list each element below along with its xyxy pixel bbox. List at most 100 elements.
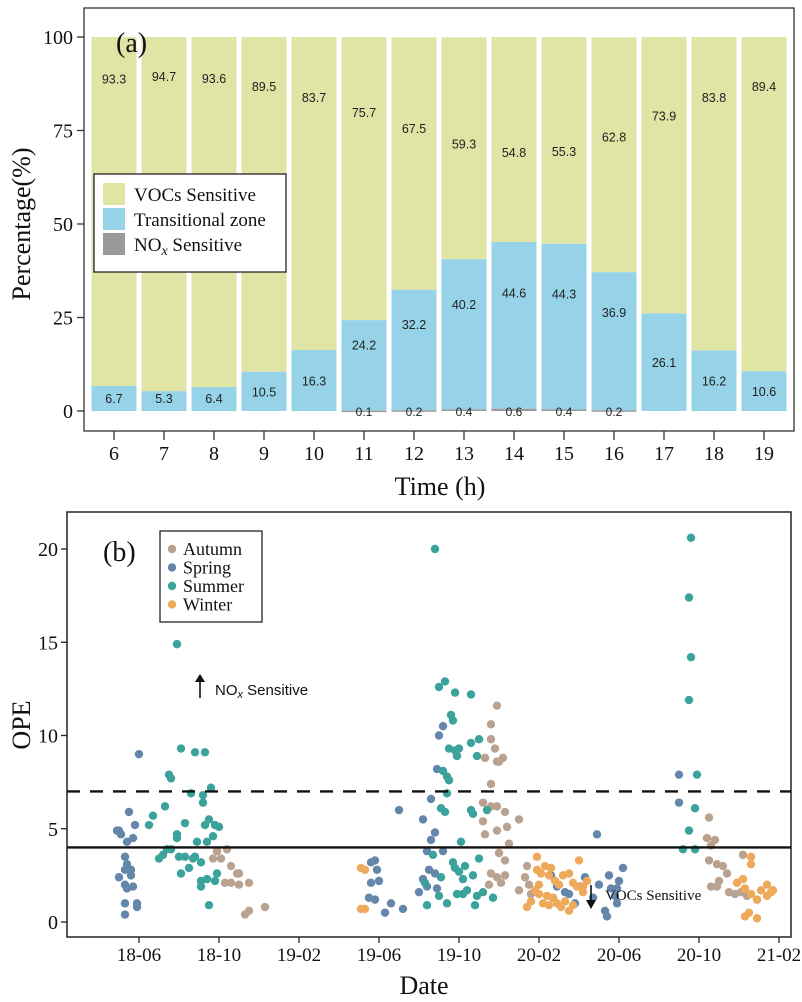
bar-label-vocs: 73.9 [652,110,676,124]
point-spring [370,856,380,865]
panel-b-label: (b) [103,537,136,568]
point-winter [522,902,532,912]
point-summer [690,804,700,813]
point-spring [430,869,440,878]
panel-a-x-axis: 6 7 8 9 10 11 12 13 14 15 16 17 18 19 [109,431,774,465]
point-spring [366,878,376,888]
bar-vocs-sensitive [491,37,537,242]
x-tick-label: 11 [354,443,373,465]
point-autumn [486,720,496,729]
point-autumn [484,880,494,889]
x-tick-label: 19 [754,443,774,465]
bar-vocs-sensitive [641,37,687,314]
x-tick-label: 7 [159,443,169,465]
point-summer [440,677,450,686]
bar-label-vocs: 59.3 [452,137,476,151]
point-autumn [226,878,236,888]
point-summer [198,790,208,800]
point-summer [174,852,184,861]
bar-transitional-zone [741,371,787,411]
point-autumn [718,861,728,871]
point-spring [438,721,448,731]
y-tick-label: 50 [53,214,73,236]
point-spring [422,846,432,856]
point-summer [148,811,158,820]
x-tick-label: 18-06 [117,945,161,966]
y-tick-label: 5 [48,819,58,841]
bar-label-transitional: 44.6 [502,287,526,301]
point-summer [442,899,452,908]
point-winter [356,863,366,873]
bar-label-transitional: 40.2 [452,298,476,312]
bar-transitional-zone [191,387,237,411]
point-autumn [714,876,724,886]
point-spring [130,820,140,830]
bar-nox-sensitive [441,409,487,412]
bar-label-vocs: 94.7 [152,70,176,84]
point-autumn [486,779,496,789]
x-tick-label: 21-02 [757,945,801,966]
panel-a-y-axis-title: Percentage(%) [7,147,36,300]
point-winter [568,901,578,910]
point-summer [204,901,214,910]
legend-label-summer: Summer [183,576,244,596]
point-summer [684,593,694,602]
bar-label-nox: 0.2 [406,405,423,419]
bar-nox-sensitive [341,410,387,413]
bar-label-vocs: 83.8 [702,91,726,105]
point-summer [434,682,444,692]
point-summer [202,837,212,847]
point-summer [478,887,488,897]
point-summer [452,751,462,761]
point-spring [372,865,382,874]
y-tick-label: 15 [38,632,58,654]
x-tick-label: 18-10 [197,945,241,966]
point-spring [674,798,684,807]
bar-label-transitional: 10.6 [752,385,776,399]
point-summer [160,802,170,811]
x-tick-label: 18 [704,443,724,465]
bar-transitional-zone [91,385,137,411]
point-winter [732,878,742,888]
point-spring [430,828,440,837]
point-winter [574,856,584,865]
point-winter [752,895,762,904]
point-autumn [738,850,748,860]
legend-label-transitional: Transitional zone [134,210,266,231]
point-spring [134,749,144,759]
bar-transitional-zone [341,320,387,411]
bar-label-nox: 0.4 [456,405,473,419]
bar-label-transitional: 24.2 [352,338,376,352]
point-winter [544,871,554,880]
bar-transitional-zone [441,259,487,410]
point-summer [692,770,702,779]
panel-a-x-axis-title: Time (h) [395,472,486,501]
point-autumn [486,869,496,878]
point-winter [534,889,544,899]
point-autumn [702,833,712,843]
point-autumn [722,869,732,878]
arrow-up-head-icon [195,674,205,682]
point-autumn [234,869,244,878]
point-spring [432,884,442,893]
legend-swatch-vocs [103,183,125,205]
point-autumn [234,880,244,889]
point-autumn [244,906,254,916]
point-autumn [514,886,524,895]
legend-marker-spring [167,563,177,572]
panel-a: 93.3 6.7 94.7 5.3 93.6 6.4 89.5 10.5 83.7 16.3 75.… [7,7,795,501]
bar-label-nox: 0.6 [506,405,523,419]
point-spring [126,871,136,880]
point-winter [738,874,748,884]
point-summer [684,695,694,705]
point-autumn [502,822,512,832]
point-spring [120,899,130,908]
point-summer [428,850,438,860]
bar-label-vocs: 93.6 [202,72,226,86]
point-autumn [522,861,532,871]
point-spring [128,833,138,843]
panel-b: 0 5 10 15 20 18-06 18-10 19-02 19-06 19-10 20-02 2… [7,511,801,1000]
point-summer [686,652,696,662]
point-spring [418,815,428,824]
